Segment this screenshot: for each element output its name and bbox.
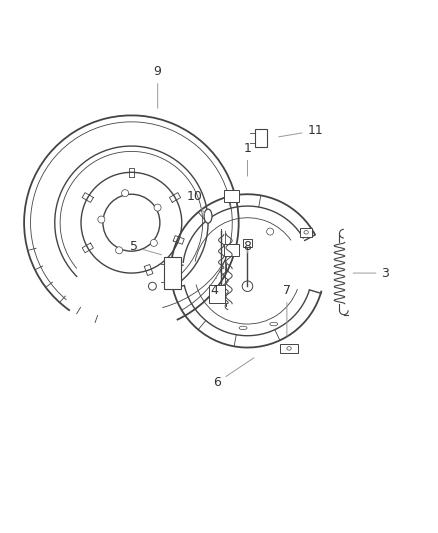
Circle shape [98,216,105,223]
FancyBboxPatch shape [209,285,225,303]
FancyBboxPatch shape [164,257,181,289]
Text: 1: 1 [244,142,251,176]
FancyBboxPatch shape [280,344,298,353]
Ellipse shape [287,346,291,350]
Text: 11: 11 [279,124,323,137]
Text: 9: 9 [154,65,162,108]
Text: 7: 7 [283,284,291,336]
FancyBboxPatch shape [224,244,240,256]
Text: 6: 6 [213,358,254,389]
Text: 5: 5 [130,240,162,255]
FancyBboxPatch shape [224,190,240,202]
Circle shape [148,282,156,290]
Text: 4: 4 [211,278,219,297]
Ellipse shape [304,231,308,234]
Circle shape [116,247,123,254]
Ellipse shape [270,322,278,326]
Text: 10: 10 [187,190,205,214]
Text: 3: 3 [353,266,389,280]
FancyBboxPatch shape [255,128,267,147]
Text: 8: 8 [244,240,251,253]
Circle shape [103,194,160,251]
Circle shape [267,228,274,235]
Ellipse shape [239,326,247,330]
FancyBboxPatch shape [243,239,252,247]
FancyBboxPatch shape [300,228,312,237]
Ellipse shape [204,209,212,223]
Circle shape [122,190,129,197]
Circle shape [150,239,157,246]
Circle shape [154,204,161,211]
